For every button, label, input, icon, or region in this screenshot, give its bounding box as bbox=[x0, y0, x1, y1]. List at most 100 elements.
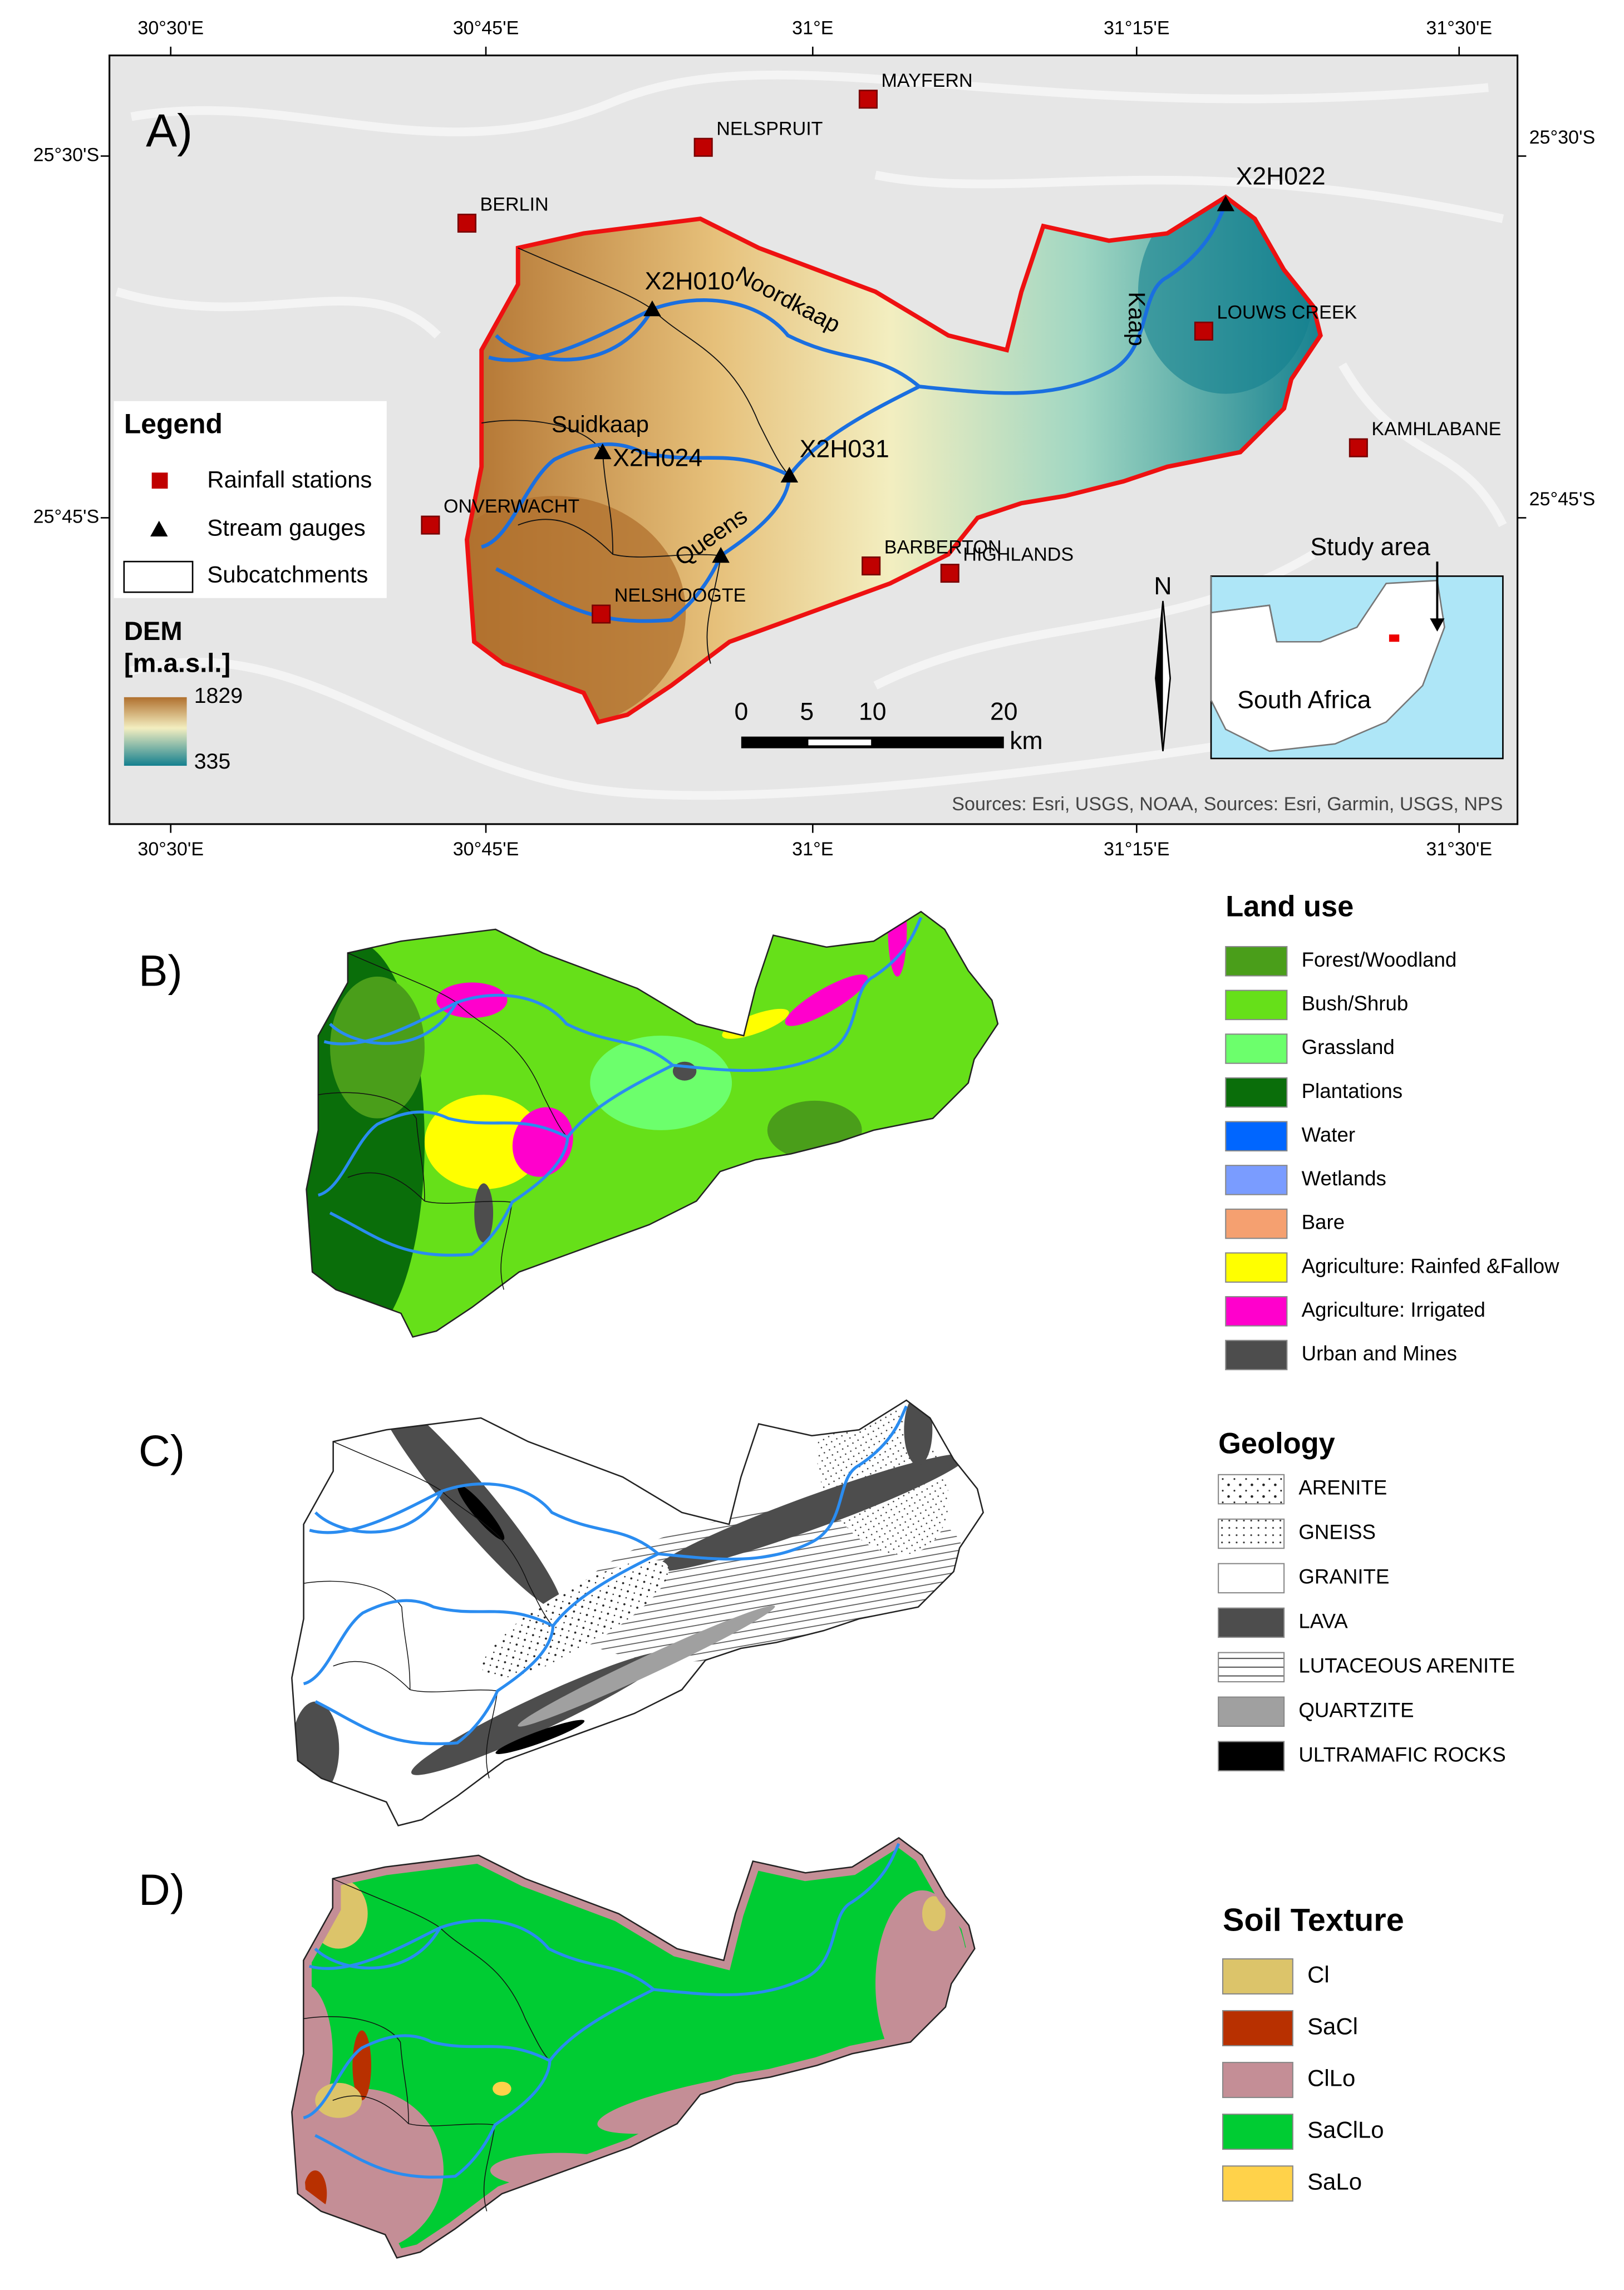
north-label: N bbox=[1154, 573, 1172, 600]
legend-swatch bbox=[1222, 2010, 1293, 2047]
legend-item: Subcatchments bbox=[207, 561, 368, 587]
station-label: KAMHLABANE bbox=[1371, 418, 1501, 440]
lat-tick-label: 25°45'S bbox=[33, 506, 100, 527]
station-label: BERLIN bbox=[480, 194, 549, 215]
rainfall-station bbox=[457, 213, 476, 233]
panel-label: D) bbox=[139, 1865, 185, 1914]
legend-swatch bbox=[1225, 945, 1288, 977]
legend-title: Geology bbox=[1218, 1427, 1335, 1460]
lon-tick-label: 30°30'E bbox=[137, 839, 204, 860]
legend-item: Wetlands bbox=[1302, 1167, 1386, 1190]
stream-gauge bbox=[594, 443, 612, 460]
subcatchment-lines bbox=[481, 247, 790, 664]
legend-swatch bbox=[1225, 1252, 1288, 1283]
legend-item: 335 bbox=[194, 749, 231, 774]
stream-gauge bbox=[712, 546, 730, 563]
map-region bbox=[436, 982, 508, 1018]
scale-bar bbox=[808, 739, 872, 746]
legend-swatch bbox=[1222, 2114, 1293, 2150]
legend-swatch bbox=[1218, 1607, 1285, 1638]
lat-tick-label: 25°30'S bbox=[33, 144, 100, 165]
station-label: BARBERTON bbox=[884, 537, 1002, 558]
map bbox=[291, 1837, 976, 2259]
map-region bbox=[474, 1183, 494, 1243]
rivers bbox=[317, 917, 923, 1257]
legend-item: GNEISS bbox=[1298, 1521, 1376, 1544]
legend-item: ClLo bbox=[1307, 2065, 1355, 2091]
legend-swatch bbox=[1218, 1696, 1285, 1727]
legend-item: Bare bbox=[1302, 1211, 1345, 1234]
legend-item: Grassland bbox=[1302, 1036, 1395, 1058]
legend-item: Plantations bbox=[1302, 1080, 1403, 1102]
rainfall-station bbox=[1349, 438, 1368, 457]
legend-item: Urban and Mines bbox=[1302, 1342, 1457, 1365]
scale-label: 0 bbox=[734, 698, 748, 725]
legend-swatch bbox=[1222, 2165, 1293, 2202]
map-region bbox=[315, 2082, 362, 2118]
legend-swatch bbox=[1218, 1741, 1285, 1771]
gauge-label: X2H031 bbox=[800, 436, 889, 463]
rainfall-station bbox=[592, 604, 611, 624]
map-region bbox=[922, 1896, 946, 1932]
legend-item: ARENITE bbox=[1298, 1476, 1387, 1499]
rainfall-station bbox=[421, 515, 440, 535]
station-label: NELSHOOGTE bbox=[614, 585, 746, 606]
legend-item: Bush/Shrub bbox=[1302, 992, 1409, 1015]
legend-item: LAVA bbox=[1298, 1610, 1348, 1633]
scale-unit: km bbox=[1010, 727, 1042, 755]
legend-item: Rainfall stations bbox=[207, 466, 372, 493]
legend-swatch bbox=[1225, 1339, 1288, 1371]
map-region bbox=[767, 1100, 862, 1160]
legend-item: Stream gauges bbox=[207, 515, 365, 541]
legend-swatch bbox=[1222, 2062, 1293, 2099]
hillshade bbox=[115, 70, 1507, 800]
station-label: HIGHLANDS bbox=[963, 544, 1074, 565]
subcatchment-lines bbox=[303, 1878, 550, 2212]
lon-tick-label: 31°E bbox=[792, 17, 833, 38]
river-label: Kaap bbox=[1124, 292, 1150, 346]
inset-study-area bbox=[1389, 634, 1400, 642]
legend-item: ULTRAMAFIC ROCKS bbox=[1298, 1743, 1505, 1766]
panel-label: C) bbox=[139, 1426, 185, 1475]
inset-title: Study area bbox=[1310, 533, 1430, 560]
legend-swatch bbox=[1225, 1208, 1288, 1239]
station-label: MAYFERN bbox=[882, 70, 973, 91]
legend-item: Agriculture: Irrigated bbox=[1302, 1298, 1485, 1321]
panel-label: A) bbox=[146, 104, 193, 156]
stream-gauge bbox=[1217, 195, 1234, 211]
gauge-label: X2H024 bbox=[613, 444, 702, 471]
legend-swatch bbox=[1218, 1652, 1285, 1683]
map-region bbox=[457, 1485, 505, 1540]
dem-ramp bbox=[124, 697, 187, 766]
river-label: Suidkaap bbox=[552, 411, 649, 437]
legend-item: Cl bbox=[1307, 1962, 1330, 1988]
legend-item: LUTACEOUS ARENITE bbox=[1298, 1654, 1515, 1677]
legend-item: Water bbox=[1302, 1123, 1355, 1146]
legend-title: DEM bbox=[124, 616, 183, 646]
legend-swatch bbox=[1225, 989, 1288, 1021]
rainfall-station bbox=[858, 90, 878, 109]
rainfall-station bbox=[862, 556, 881, 575]
legend-swatch bbox=[1225, 1033, 1288, 1064]
inset-label: South Africa bbox=[1237, 686, 1371, 713]
legend-item: Forest/Woodland bbox=[1302, 948, 1457, 971]
legend-symbol bbox=[123, 560, 194, 593]
rainfall-station bbox=[693, 137, 713, 157]
lon-tick-label: 31°30'E bbox=[1426, 839, 1492, 860]
legend-item: SaLo bbox=[1307, 2169, 1362, 2195]
lon-tick-label: 31°15'E bbox=[1104, 17, 1170, 38]
legend-symbol bbox=[150, 520, 168, 537]
sources: Sources: Esri, USGS, NOAA, Sources: Esri… bbox=[952, 794, 1503, 815]
scale-label: 10 bbox=[859, 698, 887, 725]
lon-tick-label: 30°30'E bbox=[137, 17, 204, 38]
lon-tick-label: 30°45'E bbox=[453, 17, 519, 38]
station-label: NELSPRUIT bbox=[716, 118, 823, 139]
map bbox=[306, 910, 999, 1338]
lon-tick-label: 31°E bbox=[792, 839, 833, 860]
panel-label: B) bbox=[139, 947, 183, 996]
scale-bar bbox=[741, 736, 1004, 748]
station-label: ONVERWACHT bbox=[444, 496, 579, 517]
rainfall-station bbox=[1194, 321, 1213, 341]
station-label: LOUWS CREEK bbox=[1217, 302, 1357, 323]
